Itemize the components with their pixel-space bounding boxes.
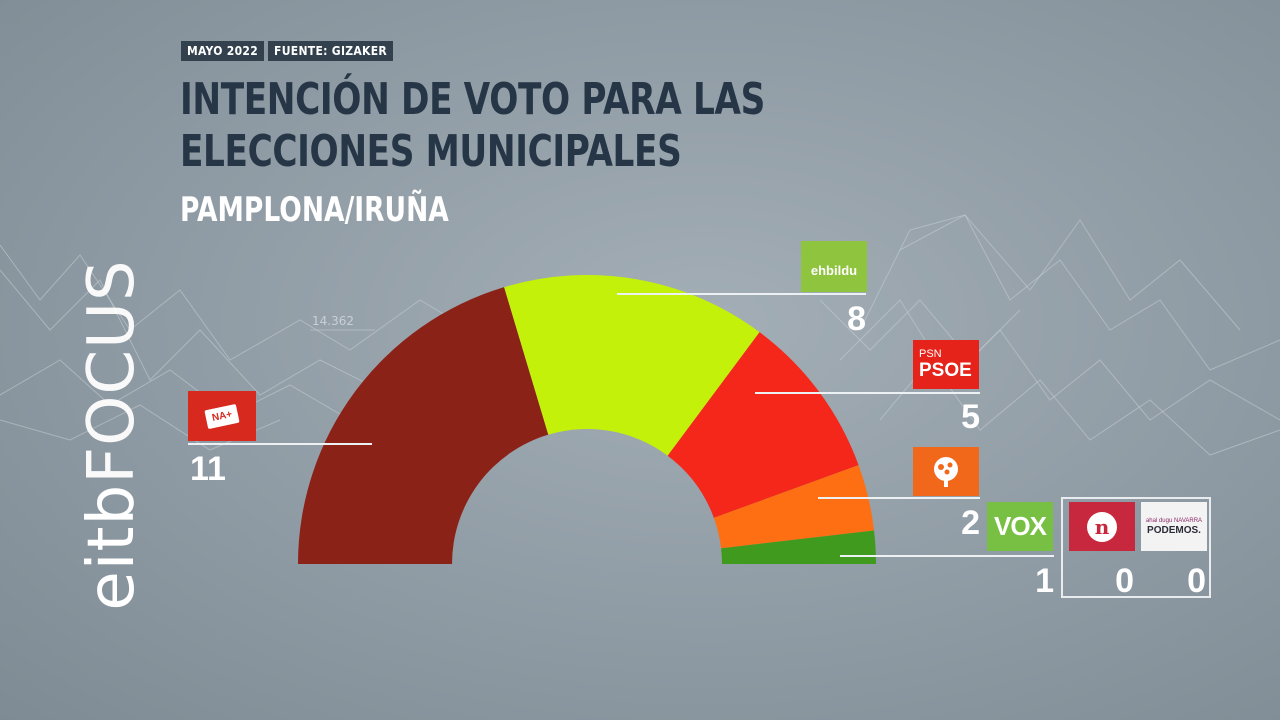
chart-title: INTENCIÓN DE VOTO PARA LAS ELECCIONES MU…: [180, 74, 765, 177]
vox-logo-text: VOX: [994, 511, 1047, 541]
source-label: FUENTE: GIZAKER: [268, 41, 394, 61]
seat-count-na-plus: 11: [190, 450, 226, 488]
na-plus-logo-text: NA+: [204, 403, 240, 429]
vox-logo: VOX: [987, 502, 1053, 551]
seat-count-psn-psoe: 5: [961, 398, 980, 436]
hemicycle-segment-na-plus: [298, 287, 549, 564]
hemicycle-segment-ehbildu: [504, 275, 760, 456]
podemos-logo: ahal dugu NAVARRA PODEMOS.: [1141, 502, 1207, 551]
hemicycle-segment-psn-psoe: [667, 332, 859, 518]
podemos-top-text: ahal dugu NAVARRA: [1145, 517, 1203, 524]
chart-subtitle: PAMPLONA/IRUÑA: [180, 190, 449, 230]
seat-count-podemos: 0: [1187, 562, 1206, 600]
seat-count-vox: 1: [1035, 562, 1054, 600]
ehbildu-logo: ehbildu: [801, 241, 867, 292]
n-logo: n: [1069, 502, 1135, 551]
psn-text: PSN: [919, 347, 942, 360]
na-plus-logo: NA+: [188, 391, 256, 441]
tree-icon: [934, 456, 958, 487]
n-logo-text: n: [1087, 511, 1117, 542]
header-meta: MAYO 2022 FUENTE: GIZAKER: [181, 41, 394, 61]
seat-count-ehbildu: 8: [847, 300, 866, 338]
psn-psoe-logo: PSN PSOE: [913, 340, 979, 389]
seat-count-n: 0: [1115, 562, 1134, 600]
geroa-bai-tree-logo: [913, 447, 979, 496]
hemicycle-segment-geroa-bai-tree: [713, 465, 875, 549]
seat-count-geroa-bai-tree: 2: [961, 504, 980, 542]
background-number-label: 14.362: [312, 314, 354, 328]
psoe-text: PSOE: [919, 359, 972, 381]
podemos-text: PODEMOS.: [1147, 524, 1201, 536]
date-label: MAYO 2022: [181, 41, 265, 61]
others-box: [1061, 497, 1211, 598]
ehbildu-logo-text: ehbildu: [810, 263, 858, 278]
hemicycle-segment-vox: [721, 530, 876, 564]
